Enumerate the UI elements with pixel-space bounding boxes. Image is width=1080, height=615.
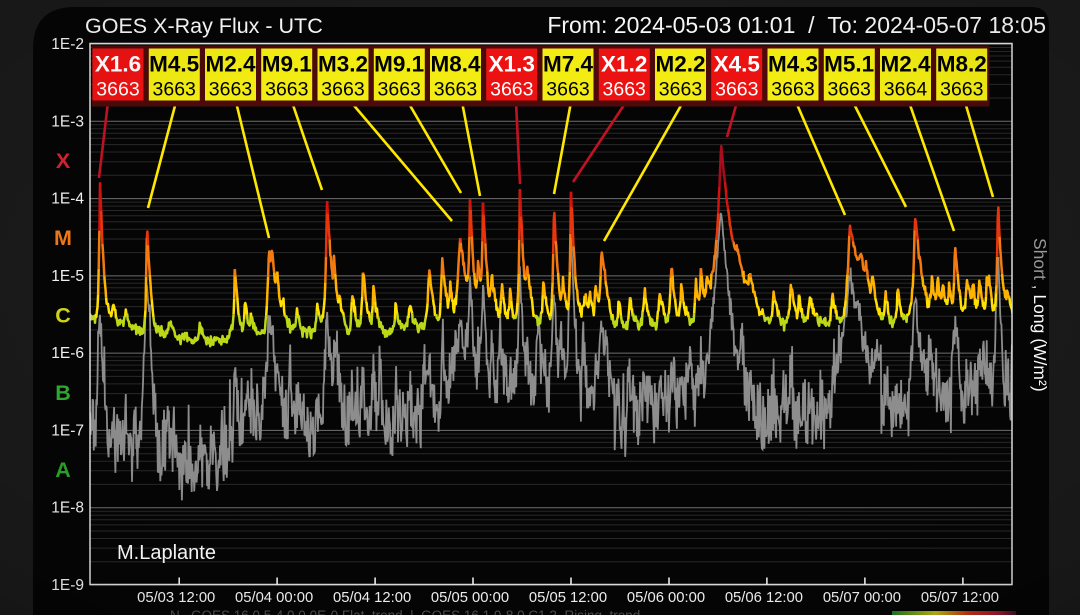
svg-text:05/04 12:00: 05/04 12:00 [333, 590, 411, 606]
svg-text:GOES X-Ray Flux - UTC: GOES X-Ray Flux - UTC [85, 14, 323, 38]
svg-text:3663: 3663 [828, 79, 871, 101]
svg-text:05/07 12:00: 05/07 12:00 [921, 590, 999, 606]
svg-text:X4.5: X4.5 [714, 52, 760, 77]
svg-text:3663: 3663 [378, 79, 421, 101]
svg-text:3663: 3663 [96, 79, 139, 101]
svg-text:Short , Long (W/m²): Short , Long (W/m²) [1030, 238, 1050, 392]
svg-text:05/07 00:00: 05/07 00:00 [823, 590, 901, 606]
svg-text:X1.2: X1.2 [601, 52, 647, 77]
svg-text:3664: 3664 [884, 79, 928, 101]
svg-text:M8.2: M8.2 [937, 52, 987, 77]
svg-text:05/05 00:00: 05/05 00:00 [431, 590, 509, 606]
svg-text:3663: 3663 [265, 79, 308, 101]
svg-text:1E-4: 1E-4 [51, 191, 84, 208]
svg-text:M2.4: M2.4 [880, 52, 931, 77]
svg-text:05/06 12:00: 05/06 12:00 [725, 590, 803, 606]
svg-text:M4.5: M4.5 [149, 52, 199, 77]
svg-text:M: M [54, 226, 72, 250]
svg-text:X: X [56, 149, 71, 173]
svg-text:05/03 12:00: 05/03 12:00 [137, 590, 215, 606]
svg-text:1E-6: 1E-6 [51, 345, 84, 362]
svg-text:3663: 3663 [940, 79, 983, 101]
svg-text:M3.2: M3.2 [318, 52, 368, 77]
svg-text:3663: 3663 [490, 79, 533, 101]
svg-text:X1.3: X1.3 [489, 52, 535, 77]
svg-text:3663: 3663 [209, 79, 252, 101]
svg-text:1E-5: 1E-5 [51, 268, 84, 285]
svg-text:M2.2: M2.2 [655, 52, 705, 77]
svg-text:M5.1: M5.1 [824, 52, 874, 77]
svg-text:3663: 3663 [153, 79, 196, 101]
svg-text:3663: 3663 [434, 79, 477, 101]
svg-text:3663: 3663 [715, 79, 758, 101]
svg-text:M7.4: M7.4 [543, 52, 594, 77]
svg-text:3663: 3663 [321, 79, 364, 101]
svg-text:3663: 3663 [603, 79, 646, 101]
svg-text:From: 2024-05-03 01:01 / To:: From: 2024-05-03 01:01 / To: 2024-05-07 … [547, 12, 1046, 38]
svg-text:M.Laplante: M.Laplante [117, 542, 216, 564]
svg-text:M2.4: M2.4 [205, 52, 256, 77]
svg-text:X1.6: X1.6 [95, 52, 141, 77]
svg-text:3663: 3663 [771, 79, 814, 101]
svg-text:B: B [55, 381, 71, 405]
svg-text:1E-3: 1E-3 [51, 113, 84, 130]
svg-text:05/04 00:00: 05/04 00:00 [235, 590, 313, 606]
svg-text:05/05 12:00: 05/05 12:00 [529, 590, 607, 606]
svg-text:M8.4: M8.4 [430, 52, 481, 77]
svg-text:M4.3: M4.3 [768, 52, 818, 77]
svg-text:M9.1: M9.1 [374, 52, 424, 77]
svg-text:1E-9: 1E-9 [51, 577, 84, 594]
svg-text:M9.1: M9.1 [262, 52, 312, 77]
svg-text:A: A [55, 458, 71, 482]
svg-text:1E-8: 1E-8 [51, 500, 84, 517]
svg-text:1E-2: 1E-2 [51, 36, 84, 53]
svg-text:05/06 00:00: 05/06 00:00 [627, 590, 705, 606]
svg-text:1E-7: 1E-7 [51, 422, 84, 439]
svg-text:C: C [55, 304, 71, 328]
svg-text:3663: 3663 [659, 79, 702, 101]
svg-text:N GOES 16 0.5-4.0 0.0E-0 Fla: N GOES 16 0.5-4.0 0.0E-0 Flat trend | GO… [170, 608, 640, 615]
svg-text:3663: 3663 [546, 79, 589, 101]
